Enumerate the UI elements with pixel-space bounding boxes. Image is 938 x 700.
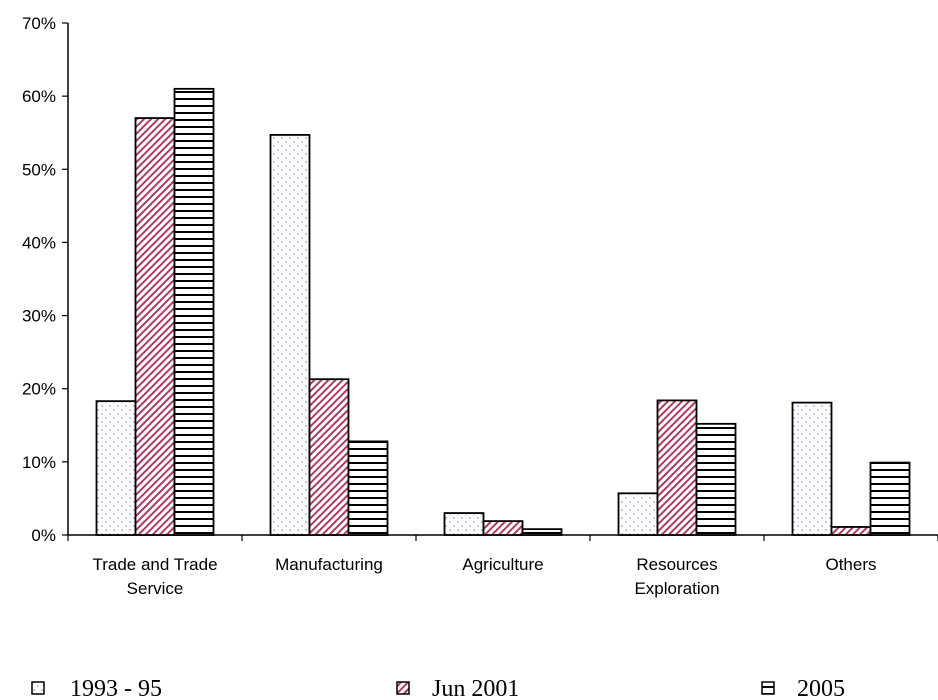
category-labels: Trade and Trade Service Manufacturing Agric…	[92, 555, 876, 598]
bar-horizontal-2	[521, 528, 563, 536]
bar-diagonal-4	[830, 526, 872, 536]
legend-label: 2005	[797, 676, 845, 700]
y-tick-label: 40%	[22, 233, 56, 252]
bar-horizontal-3	[695, 422, 737, 536]
x-category-label: Manufacturing	[275, 555, 383, 574]
y-tick-label: 0%	[31, 526, 56, 545]
y-tick-label: 70%	[22, 14, 56, 33]
bar-diagonal-2	[482, 520, 524, 536]
bar-diagonal-0	[134, 117, 176, 536]
legend-swatch-diagonal	[396, 681, 410, 695]
legend-label: Jun 2001	[432, 676, 519, 700]
bar-horizontal-1	[347, 440, 389, 536]
bar-dots-3	[617, 492, 659, 536]
bars	[95, 87, 911, 536]
bar-horizontal-4	[869, 461, 911, 536]
bar-diagonal-3	[656, 399, 698, 536]
x-category-label: Trade and Trade Service	[92, 555, 217, 598]
y-tick-label: 60%	[22, 87, 56, 106]
bar-dots-1	[269, 134, 311, 536]
y-tick-label: 30%	[22, 307, 56, 326]
legend-swatch-dots	[31, 681, 45, 695]
y-tick-label: 50%	[22, 160, 56, 179]
bar-dots-4	[791, 401, 833, 536]
bar-diagonal-1	[308, 378, 350, 536]
y-tick-label: 20%	[22, 380, 56, 399]
bar-dots-0	[95, 400, 137, 536]
legend-label: 1993 - 95	[70, 676, 162, 700]
x-category-label: Agriculture	[462, 555, 543, 574]
bar-horizontal-0	[173, 87, 215, 536]
bar-dots-2	[443, 512, 485, 536]
x-category-label: Resources Exploration	[634, 555, 719, 598]
y-tick-label: 10%	[22, 453, 56, 472]
legend: 1993 - 95 Jun 2001 2005	[31, 676, 845, 700]
legend-swatch-horizontal	[761, 681, 775, 695]
x-category-label: Others	[825, 555, 876, 574]
